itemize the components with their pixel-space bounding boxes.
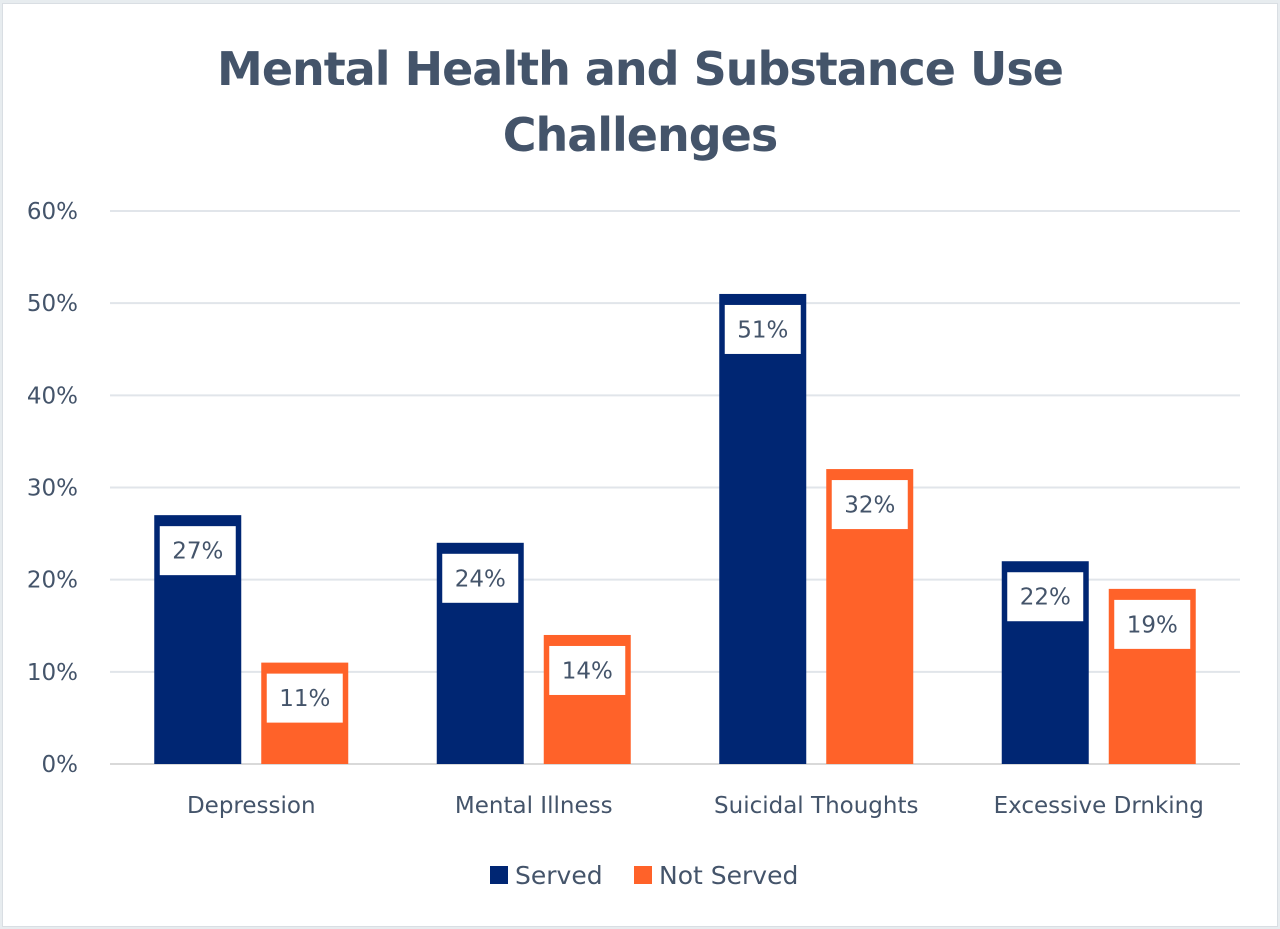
data-label: 32%: [844, 493, 895, 519]
x-category-label: Mental Illness: [455, 793, 613, 819]
data-label: 51%: [737, 317, 788, 343]
data-label-box: [266, 673, 343, 723]
data-label: 19%: [1127, 612, 1178, 638]
data-label: 22%: [1020, 585, 1071, 611]
data-label: 27%: [172, 539, 223, 565]
legend-label: Not Served: [659, 861, 798, 890]
x-axis: Depression Mental Illness Suicidal Thought…: [187, 793, 1204, 819]
data-label-box: [1114, 599, 1191, 649]
data-label-box: [442, 553, 519, 603]
x-category-label: Depression: [187, 793, 316, 819]
chart-title-line-1: Mental Health and Substance Use: [217, 42, 1064, 96]
legend-label: Served: [515, 861, 603, 890]
data-label: 14%: [562, 658, 613, 684]
chart-title-line-2: Challenges: [502, 108, 779, 162]
chart-title: Mental Health and Substance Use Challeng…: [0, 36, 1280, 168]
y-tick-label: 30%: [27, 476, 78, 502]
data-label-box: [159, 526, 236, 576]
x-category-label: Suicidal Thoughts: [714, 793, 918, 819]
y-axis: 0% 10% 20% 30% 40% 50% 60%: [27, 199, 78, 778]
legend-swatch: [490, 866, 508, 884]
y-tick-label: 50%: [27, 291, 78, 317]
data-label-box: [724, 304, 801, 354]
data-label-box: [831, 480, 908, 530]
bar-served: [719, 293, 807, 764]
y-tick-label: 20%: [27, 568, 78, 594]
legend-swatch: [634, 866, 652, 884]
data-label: 11%: [279, 686, 330, 712]
data-label-box: [1007, 572, 1084, 622]
data-label-box: [549, 645, 626, 695]
chart-frame: [2, 3, 1278, 927]
legend: Served Not Served: [490, 861, 798, 890]
x-category-label: Excessive Drnking: [994, 793, 1204, 819]
bars: 27% 11% 24% 14% 51% 32% 22% 19%: [154, 293, 1196, 764]
y-tick-label: 40%: [27, 383, 78, 409]
y-tick-label: 60%: [27, 199, 78, 225]
y-tick-label: 0%: [42, 752, 79, 778]
y-tick-label: 10%: [27, 660, 78, 686]
data-label: 24%: [455, 566, 506, 592]
